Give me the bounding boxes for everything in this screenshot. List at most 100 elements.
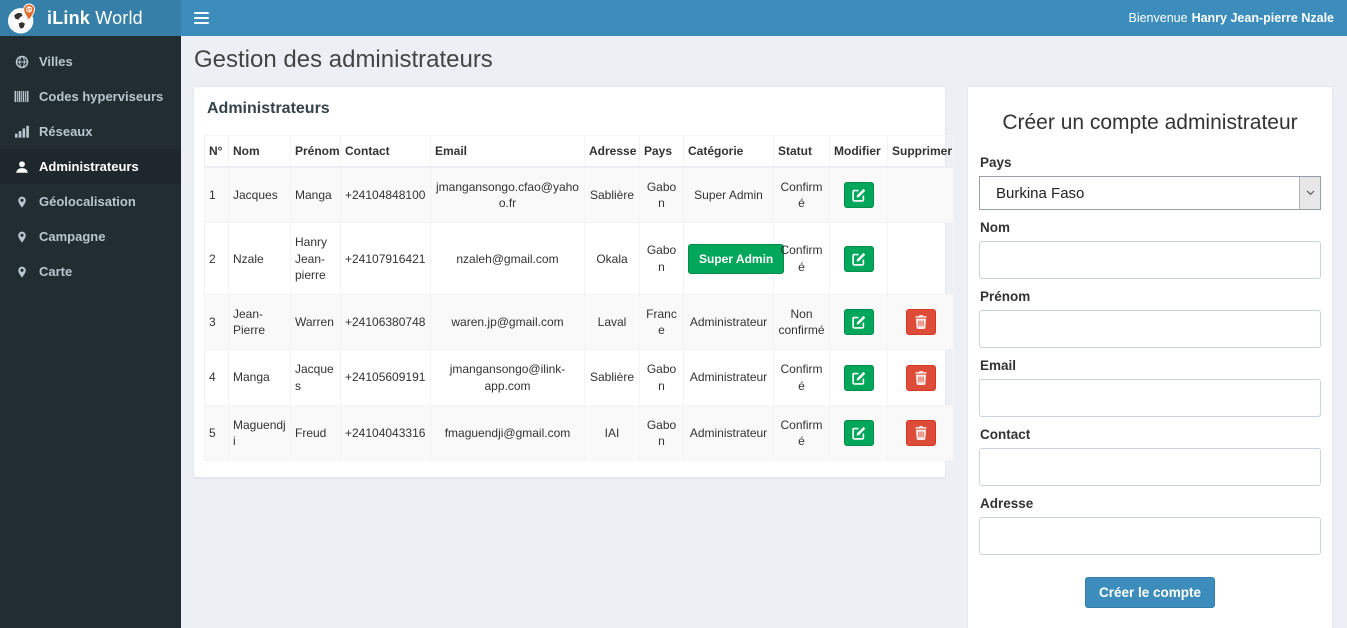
cell-adresse: Sablière bbox=[584, 349, 640, 406]
edit-button[interactable] bbox=[843, 245, 874, 272]
create-account-button[interactable]: Créer le compte bbox=[1084, 577, 1216, 608]
cell-email: jmangansongo.cfao@yahoo.fr bbox=[430, 166, 585, 224]
cell-categorie: Super Admin bbox=[683, 166, 774, 224]
column-header-no: N° bbox=[204, 135, 229, 168]
main-content: Gestion des administrateurs Administrate… bbox=[181, 36, 1347, 628]
sidebar-item-administrateurs[interactable]: Administrateurs bbox=[0, 149, 181, 184]
sidebar-toggle-button[interactable] bbox=[194, 12, 209, 24]
sidebar-item-label: Villes bbox=[39, 54, 73, 69]
map-marker-icon bbox=[14, 264, 29, 279]
sidebar-item-geolocalisation[interactable]: Géolocalisation bbox=[0, 184, 181, 219]
edit-button[interactable] bbox=[843, 419, 874, 446]
column-header-supprimer: Supprimer bbox=[887, 135, 954, 168]
pays-select[interactable]: Burkina Faso bbox=[979, 176, 1321, 210]
cell-statut: Confirmé bbox=[773, 404, 830, 462]
cell-prenom: Freud bbox=[290, 404, 341, 462]
edit-button[interactable] bbox=[843, 309, 874, 336]
email-input[interactable] bbox=[979, 379, 1321, 417]
brand-title: iLink World bbox=[47, 7, 143, 28]
cell-categorie: Administrateur bbox=[683, 293, 774, 351]
email-label: Email bbox=[980, 358, 1017, 373]
user-icon bbox=[14, 159, 29, 174]
column-header-modifier: Modifier bbox=[829, 135, 888, 168]
cell-nom: Jean-Pierre bbox=[228, 293, 291, 351]
cell-no: 2 bbox=[204, 222, 229, 295]
column-header-categorie: Catégorie bbox=[683, 135, 774, 168]
cell-pays: Gabon bbox=[639, 166, 684, 224]
column-header-adresse: Adresse bbox=[584, 135, 640, 168]
cell-contact: +24104848100 bbox=[340, 166, 431, 224]
cell-categorie: Administrateur bbox=[683, 349, 774, 406]
cell-nom: Nzale bbox=[228, 222, 291, 295]
cell-statut: Confirmé bbox=[773, 166, 830, 224]
cell-contact: +24104043316 bbox=[340, 404, 431, 462]
cell-pays: Gabon bbox=[639, 222, 684, 295]
column-header-statut: Statut bbox=[773, 135, 830, 168]
column-header-pays: Pays bbox=[639, 135, 684, 168]
cell-prenom: Hanry Jean-pierre bbox=[290, 222, 341, 295]
cell-no: 5 bbox=[204, 404, 229, 462]
administrators-panel-title: Administrateurs bbox=[207, 100, 330, 117]
cell-categorie: Administrateur bbox=[683, 404, 774, 462]
cell-supprimer bbox=[887, 222, 954, 295]
cell-contact: +24105609191 bbox=[340, 349, 431, 406]
brand-logo[interactable]: $ iLink World bbox=[0, 0, 181, 36]
column-header-contact: Contact bbox=[340, 135, 431, 168]
cell-modifier bbox=[829, 293, 888, 351]
nom-label: Nom bbox=[980, 220, 1010, 235]
signal-bars-icon bbox=[14, 124, 29, 139]
delete-button[interactable] bbox=[905, 309, 936, 336]
administrators-table: N° Nom Prénom Contact Email Adresse Pays Catégo… bbox=[204, 135, 954, 462]
chevron-down-icon bbox=[1299, 177, 1320, 209]
cell-adresse: Sablière bbox=[584, 166, 640, 224]
prenom-label: Prénom bbox=[980, 289, 1031, 304]
prenom-input[interactable] bbox=[979, 310, 1321, 348]
table-row: 2 Nzale Hanry Jean-pierre +24107916421 nzale… bbox=[204, 222, 954, 295]
sidebar-item-campagne[interactable]: Campagne bbox=[0, 219, 181, 254]
edit-button[interactable] bbox=[843, 364, 874, 391]
cell-modifier bbox=[829, 349, 888, 406]
cell-prenom: Jacques bbox=[290, 349, 341, 406]
sidebar-item-label: Campagne bbox=[39, 229, 106, 244]
sidebar-item-label: Réseaux bbox=[39, 124, 93, 139]
cell-statut: Non confirmé bbox=[773, 293, 830, 351]
sidebar-item-carte[interactable]: Carte bbox=[0, 254, 181, 289]
cell-adresse: Okala bbox=[584, 222, 640, 295]
cell-supprimer bbox=[887, 166, 954, 224]
administrators-panel: Administrateurs N° Nom Prénom Contact Email A… bbox=[193, 86, 954, 479]
cell-no: 1 bbox=[204, 166, 229, 224]
table-row: 1 Jacques Manga +24104848100 jmangansongo.cf… bbox=[204, 166, 954, 224]
cell-modifier bbox=[829, 404, 888, 462]
cell-pays: Gabon bbox=[639, 404, 684, 462]
contact-input[interactable] bbox=[979, 448, 1321, 486]
cell-email: fmaguendji@gmail.com bbox=[430, 404, 585, 462]
sidebar-item-reseaux[interactable]: Réseaux bbox=[0, 114, 181, 149]
map-marker-icon bbox=[14, 194, 29, 209]
globe-icon bbox=[14, 54, 29, 69]
cell-email: jmangansongo@ilink-app.com bbox=[430, 349, 585, 406]
nom-input[interactable] bbox=[979, 241, 1321, 279]
cell-no: 3 bbox=[204, 293, 229, 351]
cell-contact: +24106380748 bbox=[340, 293, 431, 351]
cell-supprimer bbox=[887, 404, 954, 462]
sidebar-item-label: Carte bbox=[39, 264, 73, 279]
sidebar-item-label: Administrateurs bbox=[39, 159, 139, 174]
edit-button[interactable] bbox=[843, 182, 874, 209]
sidebar: Villes Codes hyperviseurs Réseaux Administr… bbox=[0, 36, 181, 628]
cell-adresse: IAI bbox=[584, 404, 640, 462]
page-title: Gestion des administrateurs bbox=[194, 46, 493, 73]
super-admin-badge[interactable]: Super Admin bbox=[688, 243, 785, 274]
cell-nom: Manga bbox=[228, 349, 291, 406]
create-admin-title: Créer un compte administrateur bbox=[1002, 111, 1298, 134]
svg-text:$: $ bbox=[27, 6, 31, 13]
column-header-prenom: Prénom bbox=[290, 135, 341, 168]
barcode-icon bbox=[14, 89, 29, 104]
sidebar-item-villes[interactable]: Villes bbox=[0, 44, 181, 79]
delete-button[interactable] bbox=[905, 419, 936, 446]
sidebar-item-label: Géolocalisation bbox=[39, 194, 136, 209]
sidebar-item-codes-hyperviseurs[interactable]: Codes hyperviseurs bbox=[0, 79, 181, 114]
adresse-input[interactable] bbox=[979, 517, 1321, 555]
delete-button[interactable] bbox=[905, 364, 936, 391]
column-header-email: Email bbox=[430, 135, 585, 168]
table-header-row: N° Nom Prénom Contact Email Adresse Pays Catégo… bbox=[204, 135, 954, 168]
